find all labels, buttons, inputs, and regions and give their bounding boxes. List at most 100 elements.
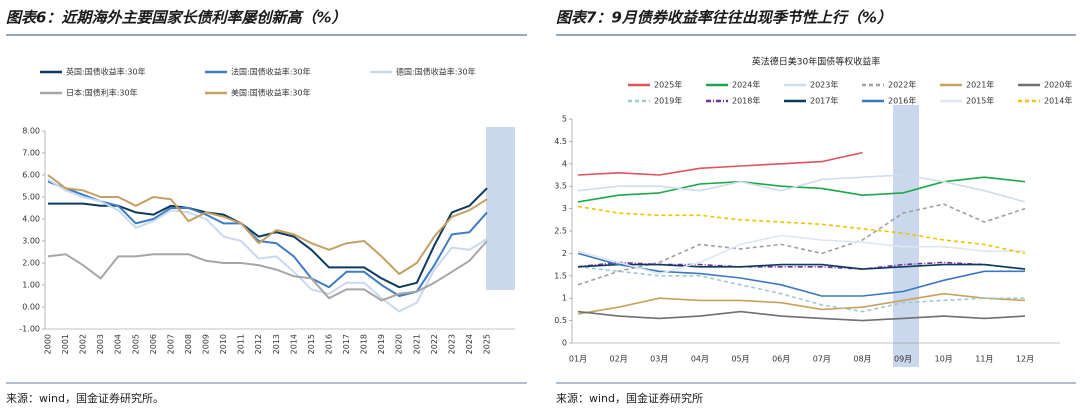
legend-label: 2014年 [1044,96,1072,106]
x-tick-label: 2004 [114,334,123,354]
series-line [577,261,1026,270]
y-tick-label: 1.00 [22,281,40,290]
legend-label: 2018年 [732,96,760,106]
x-tick-label: 2019 [377,334,386,354]
x-tick-label: 12月 [1016,355,1034,364]
x-tick-label: 2002 [79,334,88,354]
x-tick-label: 07月 [813,355,831,364]
x-tick-label: 2014 [289,334,298,354]
legend-label: 英国:国债收益率:30年 [66,67,146,77]
x-tick-label: 2017 [342,334,351,354]
x-tick-label: 05月 [731,355,749,364]
y-tick-label: 4.00 [22,215,40,224]
legend-label: 2023年 [810,80,838,90]
series-line [577,176,1026,203]
x-tick-label: 02月 [610,355,628,364]
x-tick-label: 2025 [483,334,492,354]
legend-label: 法国:国债收益率:30年 [231,67,311,77]
series-line [577,174,1026,203]
series-line [577,205,1026,255]
x-tick-label: 2021 [412,334,421,354]
x-tick-label: 08月 [853,355,871,364]
legend-label: 2022年 [888,80,916,90]
x-tick-label: 2011 [237,334,246,354]
panel-title: 图表7：9月债券收益率往往出现季节性上行（%） [556,9,892,27]
y-tick-label: 1.5 [554,271,567,280]
y-tick-label: 3.5 [554,182,567,191]
x-tick-label: 11月 [975,355,993,364]
series-line [577,310,1026,322]
y-tick-label: 2.5 [554,227,567,236]
chart-subtitle: 英法德日美30年国债等权收益率 [752,56,880,68]
x-tick-label: 06月 [772,355,790,364]
series-line [577,266,1025,313]
source: 来源：wind，国金证券研究所。 [6,391,164,405]
x-tick-label: 2023 [447,334,456,354]
x-tick-label: 2020 [395,334,404,354]
y-tick-label: 2.00 [22,259,40,268]
y-tick-label: 0.5 [554,316,567,325]
x-tick-label: 2018 [360,334,369,354]
panel-title: 图表6：近期海外主要国家长债利率屡创新高（%） [6,9,346,27]
legend-label: 2017年 [810,96,838,106]
x-tick-label: 2003 [96,334,105,354]
y-tick-label: -1.00 [19,325,40,334]
x-tick-label: 2009 [202,334,211,354]
highlight [486,127,515,290]
y-tick-label: 2 [562,249,567,258]
legend-label: 2016年 [888,96,916,106]
highlight [893,105,919,367]
legend-label: 2024年 [732,80,760,90]
x-tick-label: 2012 [254,334,263,354]
series-line [577,252,1025,297]
x-tick-label: 04月 [691,355,709,364]
series-line [577,203,1026,286]
y-tick-label: 4 [562,159,567,168]
legend-label: 2015年 [966,96,994,106]
y-tick-label: 0 [562,339,567,348]
x-tick-label: 2007 [166,334,175,354]
y-tick-label: 6.00 [22,171,40,180]
x-tick-label: 2006 [149,334,158,354]
legend-label: 2020年 [1044,80,1072,90]
legend-label: 2019年 [654,96,682,106]
series-line [577,151,863,176]
series-line [48,187,488,289]
x-tick-label: 2000 [44,334,53,354]
x-tick-label: 10月 [935,355,953,364]
series-line [47,240,488,302]
x-tick-label: 2022 [430,334,439,354]
series-line [577,234,1025,275]
x-tick-label: 2016 [324,334,333,354]
source: 来源：wind，国金证券研究所 [556,391,703,405]
y-tick-label: 3 [562,204,567,213]
x-tick-label: 03月 [650,355,668,364]
y-tick-label: 8.00 [22,127,40,136]
series-line [577,263,1026,270]
x-tick-label: 2001 [61,334,70,354]
x-tick-label: 2024 [465,334,474,354]
legend-label: 2021年 [966,80,994,90]
series-line [577,292,1026,315]
y-tick-label: 0.00 [22,303,40,312]
y-tick-label: 1 [562,294,567,303]
legend-label: 美国:国债收益率:30年 [231,88,311,98]
series-line [47,174,488,275]
y-tick-label: 5 [562,115,567,124]
x-tick-label: 2008 [184,334,193,354]
x-tick-label: 2010 [219,334,228,354]
y-tick-label: 4.5 [554,137,567,146]
x-tick-label: 01月 [569,355,587,364]
legend-label: 德国:国债收益率:30年 [396,67,476,77]
x-tick-label: 2015 [307,334,316,354]
x-tick-label: 2013 [272,334,281,354]
series-line [47,180,488,297]
y-tick-label: 7.00 [22,149,40,158]
x-tick-label: 2005 [131,334,140,354]
legend-label: 日本:国债利率:30年 [66,88,138,98]
y-tick-label: 5.00 [22,193,40,202]
series-line [47,178,488,313]
y-tick-label: 3.00 [22,237,40,246]
x-tick-label: 09月 [894,355,912,364]
